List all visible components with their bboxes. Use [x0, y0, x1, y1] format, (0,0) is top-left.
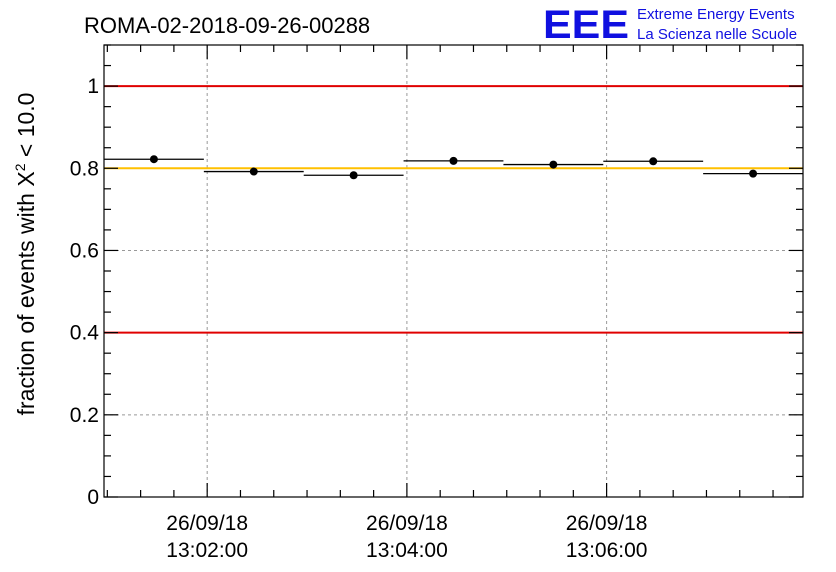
- data-series: [104, 155, 803, 180]
- plot-frame: [103, 44, 804, 498]
- y-axis-label-symbol: X: [13, 171, 39, 186]
- data-point: [149, 155, 158, 164]
- x-tick-label-date: 26/09/18: [566, 512, 648, 535]
- y-tick-label: 0.4: [70, 322, 100, 345]
- logo-line-1: Extreme Energy Events: [637, 6, 795, 23]
- x-tick-label-date: 26/09/18: [166, 512, 248, 535]
- y-axis-label-text: fraction of events with: [13, 187, 39, 416]
- reference-lines: [104, 85, 803, 334]
- x-tick-labels: 26/09/18 13:02:00 26/09/18 13:04:00 26/09/18…: [166, 512, 647, 562]
- y-tick-labels: 0 0.2 0.4 0.6 0.8 1: [70, 75, 100, 509]
- chart-title: ROMA-02-2018-09-26-00288: [84, 13, 370, 38]
- data-point: [549, 160, 558, 169]
- grid: [104, 45, 803, 497]
- data-point: [249, 167, 258, 176]
- data-point: [449, 156, 458, 165]
- x-tick-label-time: 13:06:00: [566, 539, 648, 562]
- y-axis-label-suffix: < 10.0: [13, 93, 39, 164]
- data-point: [749, 169, 758, 178]
- y-tick-label: 0.8: [70, 157, 99, 180]
- eee-logo: EEE Extreme Energy Events La Scienza nel…: [543, 3, 797, 47]
- y-axis-label-superscript: 2: [12, 163, 28, 171]
- y-tick-label: 0.2: [70, 404, 99, 427]
- y-tick-label: 0.6: [70, 239, 99, 262]
- x-tick-label-time: 13:02:00: [166, 539, 248, 562]
- axes: [103, 44, 804, 498]
- y-axis-label: fraction of events with X2 < 10.0: [12, 93, 39, 416]
- y-tick-label: 0: [87, 486, 99, 509]
- data-point: [649, 157, 658, 166]
- y-tick-label: 1: [87, 75, 99, 98]
- logo-mark: EEE: [543, 3, 629, 47]
- x-tick-label-time: 13:04:00: [366, 539, 448, 562]
- x-tick-label-date: 26/09/18: [366, 512, 448, 535]
- data-point: [349, 171, 358, 180]
- logo-line-2: La Scienza nelle Scuole: [637, 26, 797, 43]
